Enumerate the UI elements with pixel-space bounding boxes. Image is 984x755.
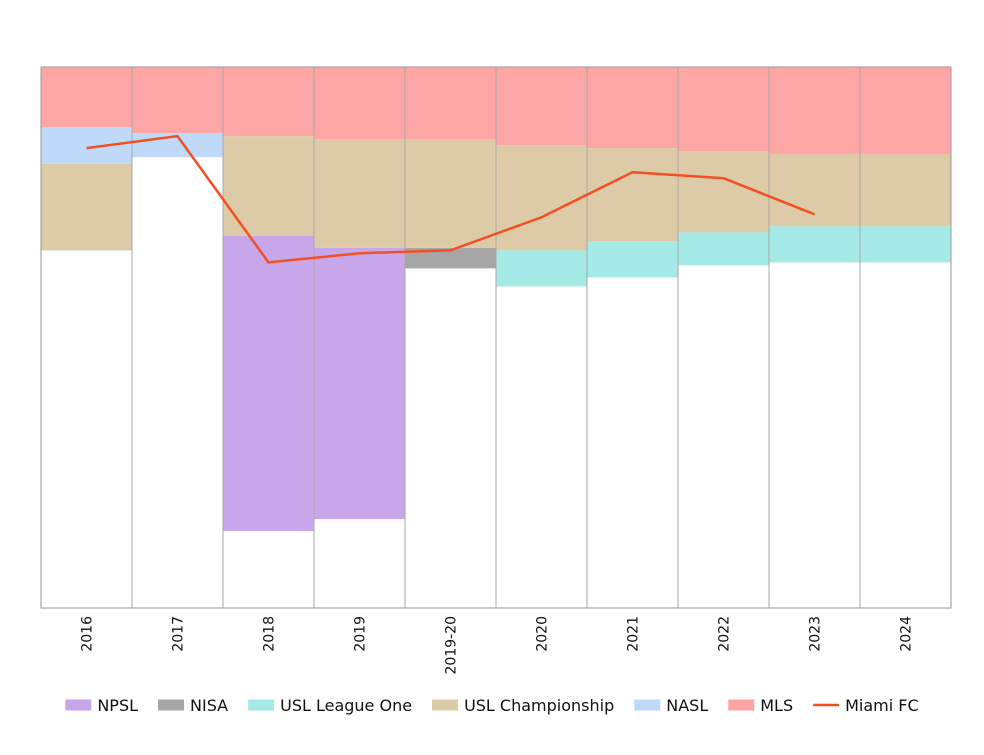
legend-swatch-nisa [158, 699, 185, 711]
tick-label-2018: 2018 [262, 616, 278, 652]
bar-mls-2016 [41, 67, 132, 128]
bar-nisa-2019-20 [405, 247, 496, 269]
bar-usl-league-one-2022 [678, 232, 769, 266]
bar-usl-championship-2024 [860, 154, 951, 227]
plot-frame [40, 66, 952, 609]
bar-mls-2019 [314, 67, 405, 140]
bar-mls-2018 [223, 67, 314, 137]
bar-mls-2019-20 [405, 67, 496, 140]
bar-usl-championship-2018 [223, 136, 314, 236]
bar-mls-2017 [132, 67, 223, 134]
bar-usl-league-one-2020 [496, 250, 587, 287]
bar-mls-2023 [769, 67, 860, 155]
bar-mls-2022 [678, 67, 769, 152]
tick-label-2024: 2024 [899, 616, 915, 652]
tick-label-2019-20: 2019-20 [444, 616, 460, 675]
tick-label-2023: 2023 [808, 616, 824, 652]
bar-usl-championship-2023 [769, 154, 860, 227]
bar-npsl-2018 [223, 235, 314, 532]
legend-item-npsl: NPSL [65, 696, 138, 715]
bar-usl-championship-2019-20 [405, 139, 496, 248]
legend-swatch-nasl [634, 699, 661, 711]
tick-label-2022: 2022 [717, 616, 733, 652]
legend-label-usl-championship: USL Championship [464, 696, 614, 715]
x-axis-ticks: 2016 2017 2018 2019 2019-20 2020 2021 2022 2023 2… [80, 616, 915, 675]
bar-mls-2021 [587, 67, 678, 149]
bar-mls-2024 [860, 67, 951, 155]
bar-usl-championship-2022 [678, 151, 769, 233]
legend-item-nasl: NASL [634, 696, 708, 715]
tick-label-2017: 2017 [171, 616, 187, 652]
tick-label-2019: 2019 [353, 616, 369, 652]
bar-usl-league-one-2023 [769, 226, 860, 263]
bar-nasl-2016 [41, 127, 132, 164]
legend-swatch-usl-league-one [248, 699, 275, 711]
bar-usl-league-one-2021 [587, 241, 678, 278]
legend-label-usl-league-one: USL League One [280, 696, 412, 715]
bar-usl-championship-2021 [587, 148, 678, 242]
legend-item-mls: MLS [728, 696, 793, 715]
legend-item-miami-fc: Miami FC [813, 696, 919, 715]
legend-swatch-mls [728, 699, 755, 711]
bar-usl-championship-2019 [314, 139, 405, 248]
legend-label-nasl: NASL [666, 696, 708, 715]
range-bars [41, 67, 951, 532]
miami-fc-line [86, 134, 815, 264]
bar-mls-2020 [496, 67, 587, 146]
legend-label-npsl: NPSL [97, 696, 138, 715]
tick-label-2020: 2020 [535, 616, 551, 652]
tick-label-2021: 2021 [626, 616, 642, 652]
column-gridlines [131, 67, 861, 608]
legend-label-miami-fc: Miami FC [845, 696, 919, 715]
bar-usl-championship-2020 [496, 145, 587, 251]
tick-label-2016: 2016 [80, 616, 96, 652]
legend-item-nisa: NISA [158, 696, 228, 715]
legend-label-nisa: NISA [190, 696, 228, 715]
legend: NPSL NISA USL League One USL Championship NA… [65, 696, 919, 715]
bar-usl-championship-2016 [41, 163, 132, 251]
bar-npsl-2019 [314, 247, 405, 520]
bar-usl-league-one-2024 [860, 226, 951, 263]
legend-swatch-usl-championship [432, 699, 459, 711]
legend-label-mls: MLS [760, 696, 793, 715]
legend-item-usl-league-one: USL League One [248, 696, 412, 715]
legend-item-usl-championship: USL Championship [432, 696, 614, 715]
legend-swatch-npsl [65, 699, 92, 711]
